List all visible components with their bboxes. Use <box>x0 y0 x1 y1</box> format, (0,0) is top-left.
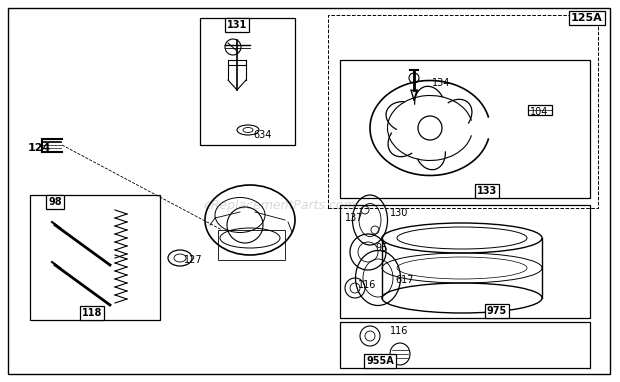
Text: 134: 134 <box>432 78 450 88</box>
Bar <box>30 195 160 320</box>
Text: 634: 634 <box>253 130 272 140</box>
Bar <box>200 18 295 145</box>
Text: 130: 130 <box>390 208 409 218</box>
Text: 116: 116 <box>390 326 409 336</box>
Text: 125A: 125A <box>571 13 603 23</box>
Bar <box>328 15 598 208</box>
Text: 127: 127 <box>184 255 203 265</box>
Text: 118: 118 <box>82 308 102 318</box>
Text: 95: 95 <box>375 243 388 253</box>
Text: 98: 98 <box>48 197 62 207</box>
Text: 124: 124 <box>28 143 51 153</box>
Text: 116: 116 <box>358 280 376 290</box>
Text: 133: 133 <box>477 186 497 196</box>
Text: 975: 975 <box>487 306 507 316</box>
Text: 131: 131 <box>227 20 247 30</box>
Text: 137: 137 <box>345 213 363 223</box>
Bar <box>218 230 285 260</box>
Bar <box>340 322 590 368</box>
Text: eReplacementParts.com: eReplacementParts.com <box>204 199 356 212</box>
Text: 617: 617 <box>395 275 414 285</box>
Bar <box>340 205 590 318</box>
Text: 104: 104 <box>530 107 548 117</box>
Bar <box>340 60 590 198</box>
Bar <box>528 105 552 115</box>
Text: 955A: 955A <box>366 356 394 366</box>
